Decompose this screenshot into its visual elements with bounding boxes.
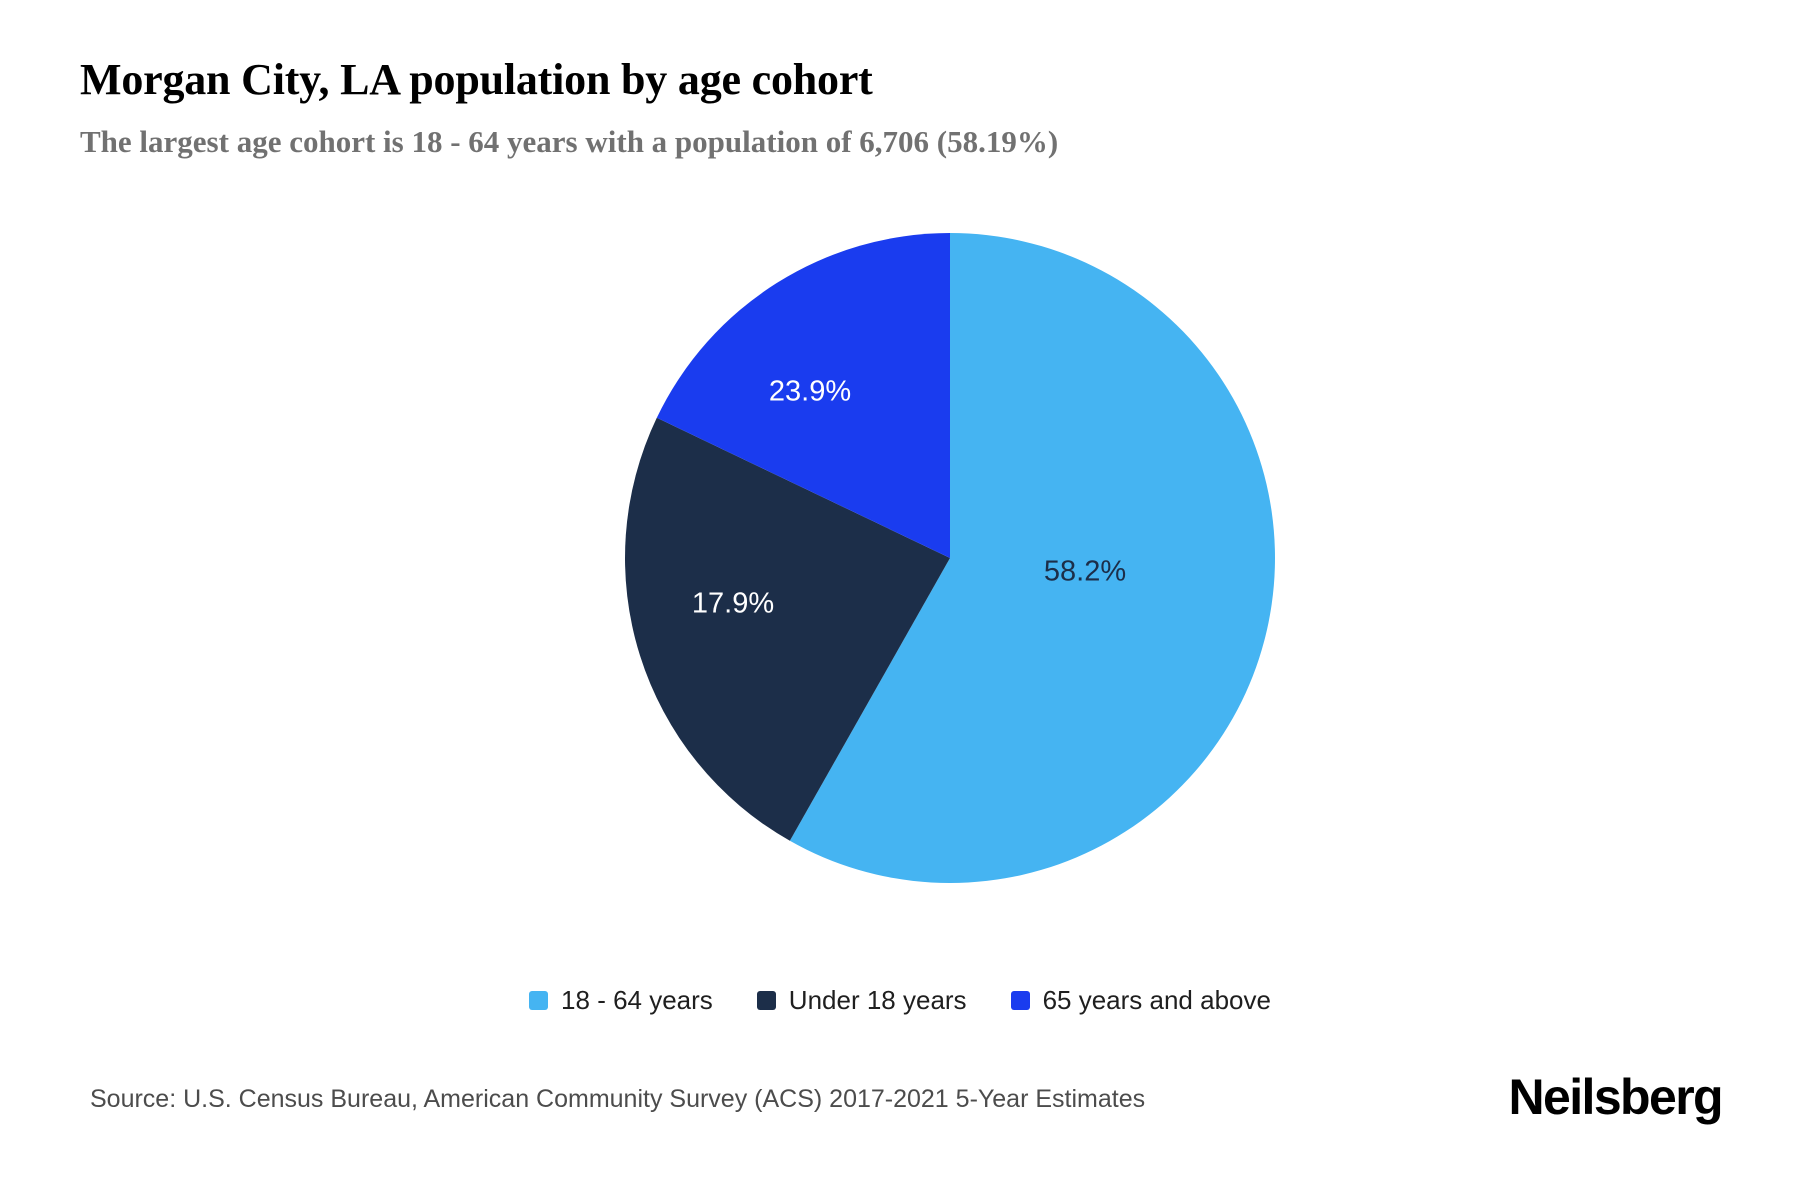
chart-legend: 18 - 64 years Under 18 years 65 years and … [0,985,1800,1016]
pie-slice-label: 58.2% [1044,556,1126,588]
pie-slice[interactable] [625,417,950,841]
legend-item[interactable]: 65 years and above [1010,985,1271,1016]
legend-item-label: 18 - 64 years [561,985,713,1015]
pie-label-group: 58.2% 23.9% 17.9% [692,376,1126,620]
source-note: Source: U.S. Census Bureau, American Com… [90,1085,1146,1113]
legend-swatch-icon [1010,991,1030,1010]
pie-slice-group [625,233,1275,883]
pie-chart: 58.2% 23.9% 17.9% [625,233,1275,883]
legend-item-label: 65 years and above [1042,985,1271,1015]
pie-slice[interactable] [656,233,950,558]
legend-item[interactable]: Under 18 years [756,985,967,1016]
pie-chart-svg: 58.2% 23.9% 17.9% [625,233,1275,883]
pie-slice[interactable] [789,233,1275,883]
legend-swatch-icon [529,991,549,1010]
pie-slice-label: 23.9% [769,376,851,408]
legend-swatch-icon [756,991,776,1010]
pie-slice-label: 17.9% [692,588,774,620]
page-title: Morgan City, LA population by age cohort [80,55,873,104]
plot-area: 58.2% 23.9% 17.9% [0,200,1800,990]
chart-subtitle: The largest age cohort is 18 - 64 years … [80,124,1059,159]
brand-logo: Neilsberg [1508,1069,1724,1125]
legend-item-label: Under 18 years [788,985,967,1015]
legend-item[interactable]: 18 - 64 years [529,985,713,1016]
